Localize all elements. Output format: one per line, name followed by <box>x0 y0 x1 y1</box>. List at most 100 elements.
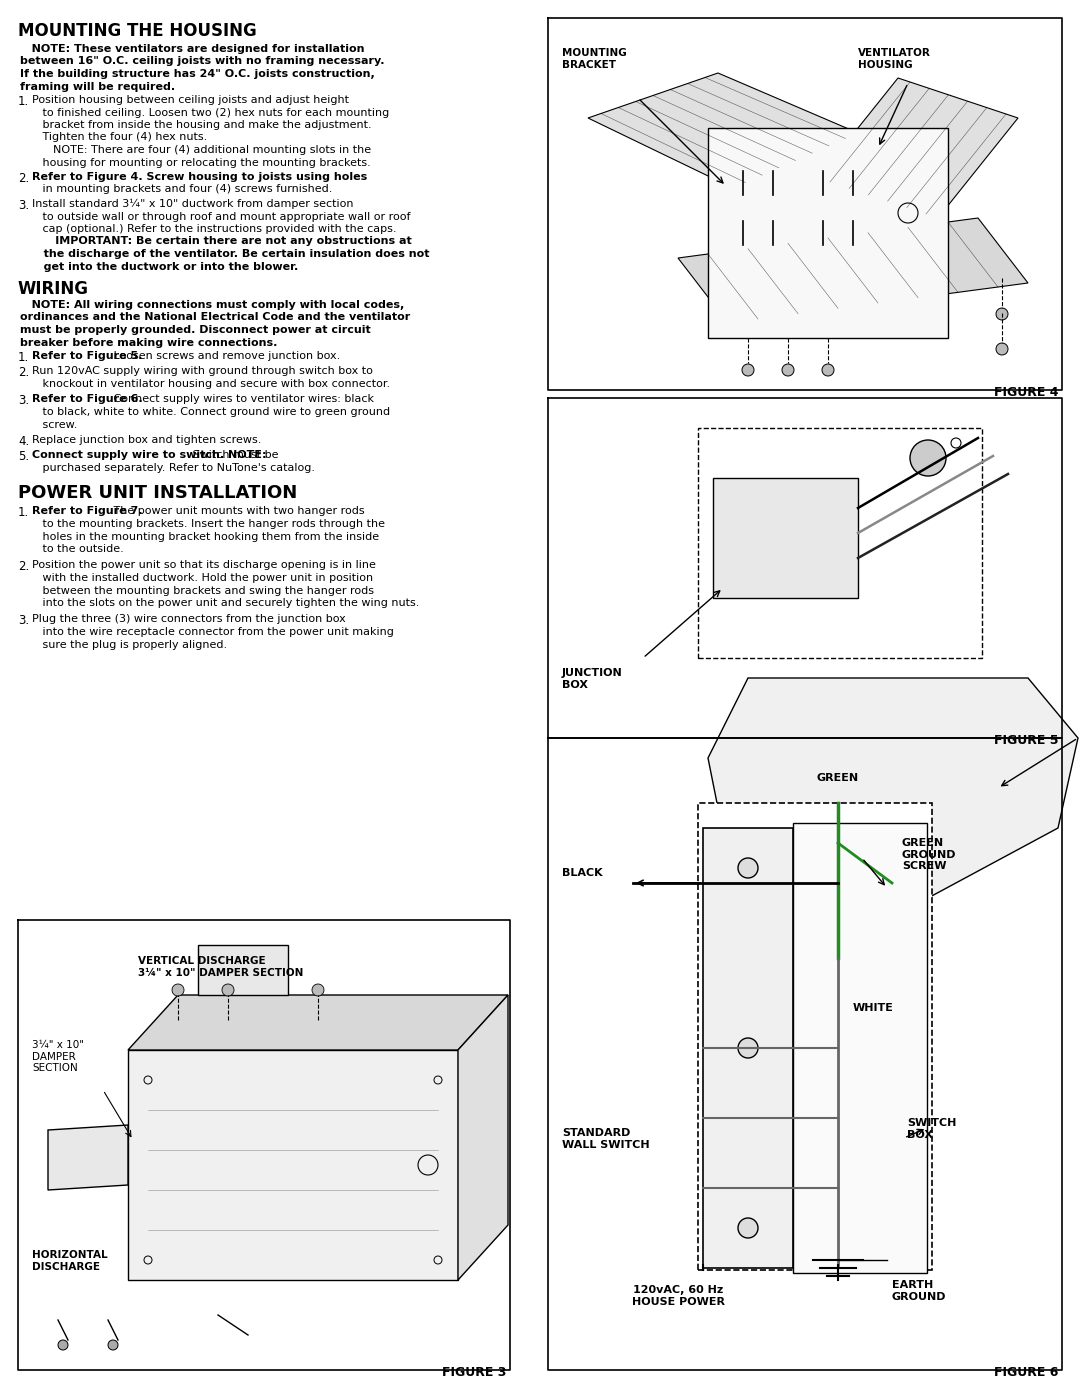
Text: knockout in ventilator housing and secure with box connector.: knockout in ventilator housing and secur… <box>32 379 390 388</box>
Text: JUNCTION
BOX: JUNCTION BOX <box>562 668 623 690</box>
Circle shape <box>996 307 1008 320</box>
Circle shape <box>996 344 1008 355</box>
Polygon shape <box>708 678 1078 898</box>
Text: If the building structure has 24" O.C. joists construction,: If the building structure has 24" O.C. j… <box>21 68 375 80</box>
Text: NOTE: There are four (4) additional mounting slots in the: NOTE: There are four (4) additional moun… <box>32 145 372 155</box>
Text: to the mounting brackets. Insert the hanger rods through the: to the mounting brackets. Insert the han… <box>32 520 384 529</box>
Text: to the outside.: to the outside. <box>32 543 124 555</box>
Text: with the installed ductwork. Hold the power unit in position: with the installed ductwork. Hold the po… <box>32 573 373 583</box>
Bar <box>698 803 932 1270</box>
Text: 5.: 5. <box>18 450 29 464</box>
Text: into the wire receptacle connector from the power unit making: into the wire receptacle connector from … <box>32 627 394 637</box>
Text: HORIZONTAL
DISCHARGE: HORIZONTAL DISCHARGE <box>32 1250 108 1271</box>
Circle shape <box>108 1340 118 1350</box>
Text: STANDARD
WALL SWITCH: STANDARD WALL SWITCH <box>562 1127 650 1150</box>
Circle shape <box>738 1038 758 1058</box>
Bar <box>129 1051 458 1280</box>
Text: 2.: 2. <box>18 172 29 184</box>
Text: SWITCH
BOX: SWITCH BOX <box>907 1118 957 1140</box>
Text: Position housing between ceiling joists and adjust height: Position housing between ceiling joists … <box>32 95 349 105</box>
Text: FIGURE 5: FIGURE 5 <box>994 733 1058 747</box>
Bar <box>698 427 982 658</box>
Text: GREEN: GREEN <box>816 773 859 782</box>
Circle shape <box>172 983 184 996</box>
Text: breaker before making wire connections.: breaker before making wire connections. <box>21 338 278 348</box>
Text: between 16" O.C. ceiling joists with no framing necessary.: between 16" O.C. ceiling joists with no … <box>21 56 384 67</box>
Text: to outside wall or through roof and mount appropriate wall or roof: to outside wall or through roof and moun… <box>32 211 410 222</box>
Text: housing for mounting or relocating the mounting brackets.: housing for mounting or relocating the m… <box>32 158 370 168</box>
Circle shape <box>910 440 946 476</box>
Text: Install standard 3¼" x 10" ductwork from damper section: Install standard 3¼" x 10" ductwork from… <box>32 198 353 210</box>
Bar <box>713 478 858 598</box>
Text: to black, white to white. Connect ground wire to green ground: to black, white to white. Connect ground… <box>32 407 390 416</box>
Text: NOTE: All wiring connections must comply with local codes,: NOTE: All wiring connections must comply… <box>21 300 404 310</box>
Text: Run 120vAC supply wiring with ground through switch box to: Run 120vAC supply wiring with ground thr… <box>32 366 373 377</box>
Text: in mounting brackets and four (4) screws furnished.: in mounting brackets and four (4) screws… <box>32 184 333 194</box>
Text: WIRING: WIRING <box>18 279 89 298</box>
Circle shape <box>822 365 834 376</box>
Bar <box>793 823 927 1273</box>
Text: WHITE: WHITE <box>853 1003 894 1013</box>
Text: Switch must be: Switch must be <box>189 450 279 461</box>
Bar <box>703 828 793 1268</box>
Text: MOUNTING THE HOUSING: MOUNTING THE HOUSING <box>18 22 257 41</box>
Text: FIGURE 3: FIGURE 3 <box>442 1366 507 1379</box>
Polygon shape <box>48 1125 129 1190</box>
Text: 1.: 1. <box>18 507 29 520</box>
Text: ordinances and the National Electrical Code and the ventilator: ordinances and the National Electrical C… <box>21 313 410 323</box>
Text: cap (optional.) Refer to the instructions provided with the caps.: cap (optional.) Refer to the instruction… <box>32 224 396 235</box>
Bar <box>708 129 948 338</box>
Text: 120vAC, 60 Hz
HOUSE POWER: 120vAC, 60 Hz HOUSE POWER <box>632 1285 725 1306</box>
Text: Loosen screws and remove junction box.: Loosen screws and remove junction box. <box>110 351 340 360</box>
Circle shape <box>738 1218 758 1238</box>
Text: MOUNTING
BRACKET: MOUNTING BRACKET <box>562 47 626 70</box>
Polygon shape <box>588 73 858 189</box>
Text: Tighten the four (4) hex nuts.: Tighten the four (4) hex nuts. <box>32 133 207 142</box>
Polygon shape <box>198 944 288 995</box>
Text: must be properly grounded. Disconnect power at circuit: must be properly grounded. Disconnect po… <box>21 326 370 335</box>
Text: FIGURE 4: FIGURE 4 <box>994 386 1058 400</box>
Text: GREEN
GROUND
SCREW: GREEN GROUND SCREW <box>902 838 957 872</box>
Text: Refer to Figure 4. Screw housing to joists using holes: Refer to Figure 4. Screw housing to jois… <box>32 172 367 182</box>
Text: FIGURE 6: FIGURE 6 <box>994 1366 1058 1379</box>
Circle shape <box>742 365 754 376</box>
Text: 1.: 1. <box>18 351 29 365</box>
Text: the discharge of the ventilator. Be certain insulation does not: the discharge of the ventilator. Be cert… <box>32 249 430 258</box>
Circle shape <box>312 983 324 996</box>
Polygon shape <box>129 995 508 1051</box>
Text: VENTILATOR
HOUSING: VENTILATOR HOUSING <box>858 47 931 70</box>
Circle shape <box>222 983 234 996</box>
Text: NOTE: These ventilators are designed for installation: NOTE: These ventilators are designed for… <box>21 43 365 54</box>
Text: EARTH
GROUND: EARTH GROUND <box>892 1280 946 1302</box>
Text: 1.: 1. <box>18 95 29 108</box>
Text: 3¼" x 10"
DAMPER
SECTION: 3¼" x 10" DAMPER SECTION <box>32 1039 84 1073</box>
Text: 4.: 4. <box>18 434 29 448</box>
Text: VERTICAL DISCHARGE
3¼" x 10" DAMPER SECTION: VERTICAL DISCHARGE 3¼" x 10" DAMPER SECT… <box>138 956 303 978</box>
Text: Refer to Figure 7.: Refer to Figure 7. <box>32 507 143 517</box>
Text: POWER UNIT INSTALLATION: POWER UNIT INSTALLATION <box>18 485 297 503</box>
Text: bracket from inside the housing and make the adjustment.: bracket from inside the housing and make… <box>32 120 372 130</box>
Polygon shape <box>458 995 508 1280</box>
Text: Refer to Figure 5.: Refer to Figure 5. <box>32 351 143 360</box>
Circle shape <box>738 858 758 877</box>
Text: sure the plug is properly aligned.: sure the plug is properly aligned. <box>32 640 227 650</box>
Polygon shape <box>678 218 1028 323</box>
Text: Connect supply wire to switch. NOTE:: Connect supply wire to switch. NOTE: <box>32 450 267 461</box>
Polygon shape <box>818 78 1018 218</box>
Text: to finished ceiling. Loosen two (2) hex nuts for each mounting: to finished ceiling. Loosen two (2) hex … <box>32 108 389 117</box>
Text: Position the power unit so that its discharge opening is in line: Position the power unit so that its disc… <box>32 560 376 570</box>
Text: 2.: 2. <box>18 560 29 574</box>
Text: 2.: 2. <box>18 366 29 380</box>
Circle shape <box>58 1340 68 1350</box>
Text: into the slots on the power unit and securely tighten the wing nuts.: into the slots on the power unit and sec… <box>32 598 419 608</box>
Text: framing will be required.: framing will be required. <box>21 81 175 91</box>
Text: IMPORTANT: Be certain there are not any obstructions at: IMPORTANT: Be certain there are not any … <box>32 236 411 246</box>
Text: between the mounting brackets and swing the hanger rods: between the mounting brackets and swing … <box>32 585 374 595</box>
Text: The power unit mounts with two hanger rods: The power unit mounts with two hanger ro… <box>110 507 365 517</box>
Text: Replace junction box and tighten screws.: Replace junction box and tighten screws. <box>32 434 261 446</box>
Text: purchased separately. Refer to NuTone's catalog.: purchased separately. Refer to NuTone's … <box>32 462 315 474</box>
Text: Connect supply wires to ventilator wires: black: Connect supply wires to ventilator wires… <box>110 394 375 405</box>
Text: Refer to Figure 6.: Refer to Figure 6. <box>32 394 143 405</box>
Text: screw.: screw. <box>32 419 78 429</box>
Text: BLACK: BLACK <box>562 868 603 877</box>
